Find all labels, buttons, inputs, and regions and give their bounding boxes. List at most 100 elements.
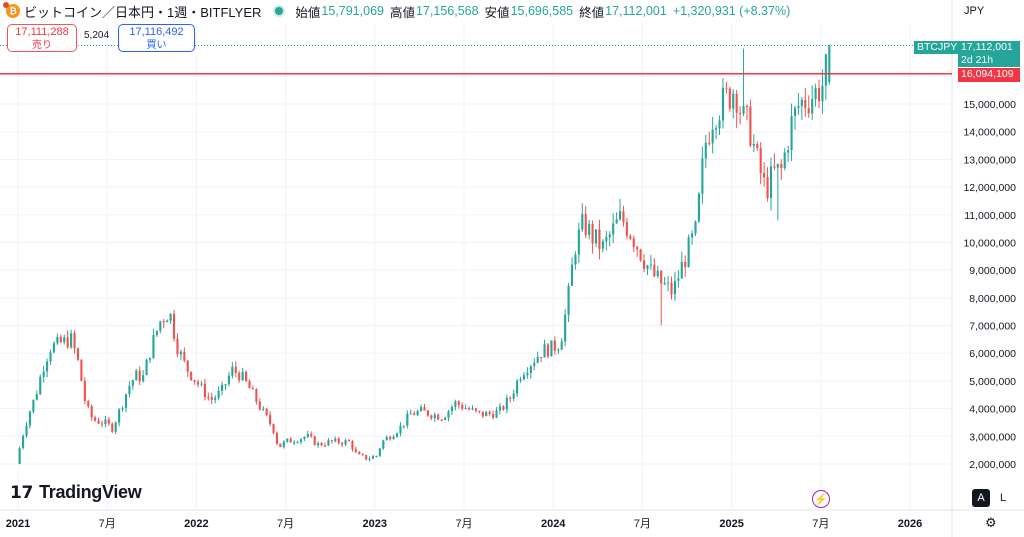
candle-body bbox=[344, 440, 347, 445]
sell-button[interactable]: 17,111,288 売り bbox=[7, 24, 77, 52]
candle-body bbox=[800, 99, 803, 107]
candle-body bbox=[577, 229, 580, 255]
candle-body bbox=[725, 87, 728, 89]
candle-body bbox=[22, 435, 25, 449]
candle-body bbox=[196, 381, 200, 385]
candle-body bbox=[639, 249, 642, 261]
currency-selector[interactable]: JPY bbox=[964, 5, 985, 17]
candle-body bbox=[821, 85, 824, 102]
candle-body bbox=[186, 360, 189, 372]
buy-button[interactable]: 17,116,492 買い bbox=[118, 24, 195, 52]
candle-body bbox=[584, 214, 587, 236]
candle-body bbox=[704, 142, 707, 159]
candle-body bbox=[378, 448, 381, 456]
candle-body bbox=[111, 423, 114, 432]
y-tick-label: 9,000,000 bbox=[969, 265, 1016, 277]
y-tick-label: 5,000,000 bbox=[969, 376, 1016, 388]
candle-body bbox=[687, 237, 690, 268]
tradingview-mark-icon: 17 bbox=[10, 482, 34, 503]
y-tick-label: 13,000,000 bbox=[963, 154, 1016, 166]
price-lines bbox=[0, 45, 952, 75]
x-axis: 2021 7月 2022 7月 2023 7月 2024 7月 2025 7月 2026 bbox=[6, 518, 922, 530]
candle-body bbox=[684, 261, 687, 268]
candle-body bbox=[721, 87, 725, 121]
candle-body bbox=[80, 359, 83, 381]
candle-body bbox=[76, 348, 80, 360]
candle-body bbox=[814, 88, 817, 100]
x-tick-label: 2022 bbox=[184, 518, 208, 530]
candle-body bbox=[155, 330, 158, 335]
y-tick-label: 2,000,000 bbox=[969, 459, 1016, 471]
candle-body bbox=[375, 455, 378, 457]
y-tick-label: 14,000,000 bbox=[963, 127, 1016, 139]
candle-body bbox=[25, 425, 28, 436]
candle-body bbox=[636, 246, 639, 250]
candle-body bbox=[817, 88, 821, 102]
candle-body bbox=[622, 211, 625, 223]
candle-body bbox=[128, 385, 131, 395]
bitcoin-icon: ₿ bbox=[3, 2, 20, 18]
horizontal-line-tag[interactable]: 16,094,109 bbox=[958, 68, 1020, 82]
candle-body bbox=[317, 443, 320, 446]
candle-body bbox=[591, 224, 594, 244]
candle-body bbox=[437, 414, 440, 420]
candle-body bbox=[351, 441, 354, 450]
candle-body bbox=[200, 383, 203, 385]
candle-body bbox=[389, 436, 392, 440]
log-scale-button[interactable]: L bbox=[999, 492, 1007, 504]
symbol-title[interactable]: ビットコイン／日本円・1週・BITFLYER bbox=[24, 4, 262, 20]
candle-body bbox=[371, 456, 375, 459]
candle-body bbox=[419, 407, 423, 412]
candle-body bbox=[433, 414, 436, 419]
y-tick-label: 11,000,000 bbox=[964, 210, 1016, 222]
candle-body bbox=[498, 406, 502, 411]
candle-body bbox=[399, 425, 402, 434]
candle-body bbox=[492, 414, 495, 418]
candle-body bbox=[392, 436, 395, 440]
candle-body bbox=[63, 337, 66, 343]
candle-body bbox=[468, 408, 471, 410]
x-tick-label: 7月 bbox=[455, 518, 472, 530]
candle-body bbox=[646, 265, 649, 269]
last-price-value: 17,112,001 bbox=[961, 41, 1013, 53]
candle-body bbox=[471, 408, 474, 410]
candle-body bbox=[642, 260, 646, 269]
candle-body bbox=[454, 401, 457, 407]
tradingview-logo[interactable]: 17 TradingView bbox=[10, 482, 142, 503]
candle-body bbox=[793, 107, 797, 116]
candle-body bbox=[457, 401, 460, 406]
low-label: 安値 bbox=[484, 5, 510, 20]
candle-body bbox=[660, 270, 663, 284]
candle-body bbox=[131, 380, 134, 386]
candle-body bbox=[368, 458, 371, 460]
high-label: 高値 bbox=[389, 5, 415, 20]
y-tick-label: 8,000,000 bbox=[969, 293, 1016, 305]
lightning-icon[interactable]: ⚡ bbox=[812, 490, 830, 508]
candle-body bbox=[18, 448, 21, 464]
candle-body bbox=[745, 105, 749, 107]
x-tick-label: 7月 bbox=[812, 518, 829, 530]
candle-body bbox=[241, 371, 244, 381]
candle-body bbox=[680, 261, 683, 279]
candle-body bbox=[121, 408, 124, 410]
candle-body bbox=[73, 333, 76, 349]
candle-body bbox=[694, 221, 697, 234]
candle-body bbox=[220, 384, 224, 391]
candle-body bbox=[313, 436, 316, 446]
candle-body bbox=[162, 321, 165, 323]
candle-body bbox=[413, 413, 416, 416]
x-tick-label: 2023 bbox=[363, 518, 387, 530]
candle-body bbox=[46, 361, 49, 372]
settings-gear-icon[interactable]: ⚙ bbox=[985, 516, 997, 531]
candle-body bbox=[581, 214, 584, 230]
auto-scale-button[interactable]: A bbox=[972, 489, 990, 507]
candle-body bbox=[306, 434, 309, 438]
candle-body bbox=[210, 397, 213, 400]
spread-value: 5,204 bbox=[84, 30, 110, 41]
candle-body bbox=[231, 366, 234, 376]
candle-body bbox=[567, 285, 570, 315]
candle-body bbox=[601, 241, 604, 249]
candle-body bbox=[258, 401, 261, 410]
candle-body bbox=[673, 280, 676, 295]
